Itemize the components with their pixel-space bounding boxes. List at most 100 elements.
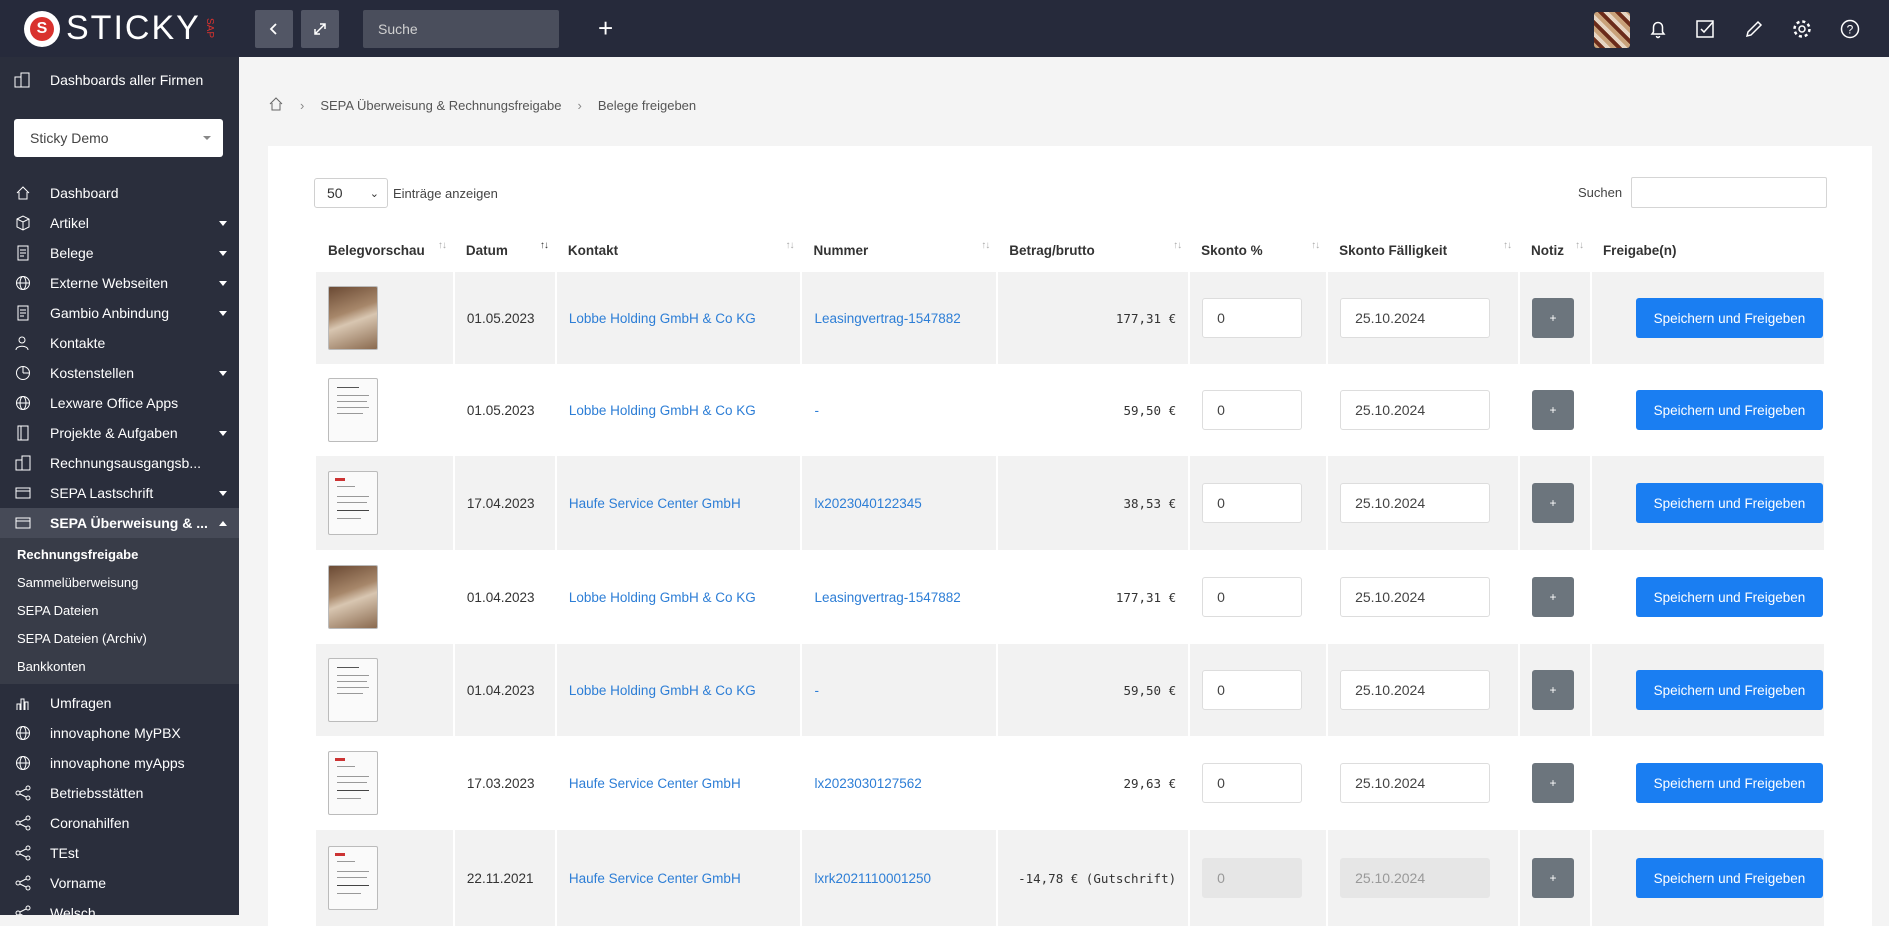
column-header-notiz[interactable]: Notiz ↑↓ — [1530, 240, 1584, 258]
contact-link[interactable]: Lobbe Holding GmbH & Co KG — [568, 682, 756, 698]
skonto-input[interactable]: 0 — [1202, 390, 1303, 430]
page-length-select[interactable]: 50 ⌄ — [314, 178, 388, 208]
add-note-button[interactable]: + — [1531, 763, 1574, 803]
receipt-thumbnail[interactable] — [328, 846, 378, 910]
column-header-datum[interactable]: Datum ↑↓ — [465, 240, 549, 258]
help-button[interactable]: ? — [1833, 12, 1867, 46]
sidebar-item-betriebsstaetten[interactable]: Betriebsstätten — [0, 778, 239, 808]
skonto-input[interactable]: 0 — [1202, 298, 1303, 338]
receipt-thumbnail[interactable] — [328, 378, 378, 442]
column-header-skonto[interactable]: Skonto % ↑↓ — [1201, 240, 1320, 258]
sidebar-subitem-sepa-dateien[interactable]: SEPA Dateien — [17, 602, 99, 618]
number-link[interactable]: lx2023040122345 — [814, 495, 922, 511]
sidebar-subitem-rechnungsfreigabe[interactable]: Rechnungsfreigabe — [17, 546, 139, 562]
avatar[interactable] — [1594, 12, 1630, 48]
contact-link[interactable]: Lobbe Holding GmbH & Co KG — [568, 589, 756, 605]
expand-button[interactable] — [301, 10, 339, 48]
sidebar-subitem-sepa-dateien-archiv[interactable]: SEPA Dateien (Archiv) — [17, 630, 147, 646]
sidebar-item-test[interactable]: TEst — [0, 838, 239, 868]
sidebar-item-artikel[interactable]: Artikel — [0, 208, 239, 238]
contact-link[interactable]: Lobbe Holding GmbH & Co KG — [568, 402, 756, 418]
dashboards-all-companies-link[interactable]: Dashboards aller Firmen — [0, 57, 239, 102]
save-and-approve-button[interactable]: Speichern und Freigeben — [1635, 763, 1823, 803]
column-header-skonto-faelligkeit[interactable]: Skonto Fälligkeit ↑↓ — [1339, 240, 1512, 258]
column-header-nummer[interactable]: Nummer ↑↓ — [813, 240, 990, 258]
add-note-button[interactable]: + — [1531, 670, 1574, 710]
add-note-button[interactable]: + — [1531, 390, 1574, 430]
home-icon[interactable] — [268, 96, 284, 115]
sidebar-item-kostenstellen[interactable]: Kostenstellen — [0, 358, 239, 388]
skonto-input[interactable]: 0 — [1202, 763, 1303, 803]
sidebar-item-kontakte[interactable]: Kontakte — [0, 328, 239, 358]
skonto-due-date-input[interactable]: 25.10.2024 — [1340, 763, 1491, 803]
receipt-thumbnail[interactable] — [328, 751, 378, 815]
sidebar-item-mypbx[interactable]: innovaphone MyPBX — [0, 718, 239, 748]
approval-cell: Speichern und Freigeben — [1590, 550, 1827, 644]
sidebar-item-dashboard[interactable]: Dashboard — [0, 178, 239, 208]
sidebar-item-projekte[interactable]: Projekte & Aufgaben — [0, 418, 239, 448]
skonto-due-date-input[interactable]: 25.10.2024 — [1340, 390, 1491, 430]
skonto-input[interactable]: 0 — [1202, 483, 1303, 523]
sidebar-item-gambio[interactable]: Gambio Anbindung — [0, 298, 239, 328]
number-link[interactable]: lx2023030127562 — [814, 775, 922, 791]
receipt-thumbnail[interactable] — [328, 565, 378, 629]
number-link[interactable]: - — [814, 682, 819, 698]
contact-link[interactable]: Haufe Service Center GmbH — [568, 775, 741, 791]
save-and-approve-button[interactable]: Speichern und Freigeben — [1635, 298, 1823, 338]
table-search-input[interactable] — [1631, 177, 1827, 208]
breadcrumb-item[interactable]: SEPA Überweisung & Rechnungsfreigabe — [320, 98, 562, 113]
skonto-due-date-input[interactable]: 25.10.2024 — [1340, 577, 1491, 617]
sidebar-item-rechnungsausgangsbuch[interactable]: Rechnungsausgangsb... — [0, 448, 239, 478]
save-and-approve-button[interactable]: Speichern und Freigeben — [1635, 577, 1823, 617]
add-note-button[interactable]: + — [1531, 483, 1574, 523]
edit-button[interactable] — [1737, 12, 1771, 46]
due-date-cell: 25.10.2024 — [1327, 364, 1520, 456]
tasks-button[interactable] — [1688, 12, 1722, 46]
skonto-due-date-input[interactable]: 25.10.2024 — [1340, 483, 1491, 523]
skonto-due-date-input[interactable]: 25.10.2024 — [1340, 298, 1491, 338]
sidebar-item-vorname[interactable]: Vorname — [0, 868, 239, 898]
receipt-thumbnail[interactable] — [328, 286, 378, 350]
sidebar-item-umfragen[interactable]: Umfragen — [0, 688, 239, 718]
table-row: 01.04.2023 Lobbe Holding GmbH & Co KG - 59,… — [316, 644, 1827, 736]
contact-link[interactable]: Haufe Service Center GmbH — [568, 495, 741, 511]
add-button[interactable]: + — [598, 14, 613, 42]
sidebar-item-externe-webseiten[interactable]: Externe Webseiten — [0, 268, 239, 298]
skonto-due-date-input[interactable]: 25.10.2024 — [1340, 670, 1491, 710]
number-link[interactable]: Leasingvertrag-1547882 — [814, 310, 961, 326]
sidebar-item-sepa-lastschrift[interactable]: SEPA Lastschrift — [0, 478, 239, 508]
save-and-approve-button[interactable]: Speichern und Freigeben — [1635, 858, 1823, 898]
number-link[interactable]: - — [814, 402, 819, 418]
sidebar-subitem-bankkonten[interactable]: Bankkonten — [17, 658, 86, 674]
save-and-approve-button[interactable]: Speichern und Freigeben — [1635, 483, 1823, 523]
add-note-button[interactable]: + — [1531, 298, 1574, 338]
skonto-input[interactable]: 0 — [1202, 577, 1303, 617]
global-search-input[interactable] — [363, 10, 559, 48]
number-link[interactable]: lxrk2021110001250 — [814, 870, 932, 886]
skonto-input[interactable]: 0 — [1202, 670, 1303, 710]
logo[interactable]: S STICKY SAP — [0, 0, 239, 57]
save-and-approve-button[interactable]: Speichern und Freigeben — [1635, 670, 1823, 710]
save-and-approve-button[interactable]: Speichern und Freigeben — [1635, 390, 1823, 430]
back-button[interactable] — [255, 10, 293, 48]
notifications-button[interactable] — [1641, 12, 1675, 46]
sidebar-item-sepa-ueberweisung[interactable]: SEPA Überweisung & ... — [0, 508, 239, 538]
receipt-thumbnail[interactable] — [328, 471, 378, 535]
settings-button[interactable] — [1785, 12, 1819, 46]
company-select[interactable]: Sticky Demo — [14, 119, 223, 157]
sidebar-item-welsch[interactable]: Welsch — [0, 898, 239, 915]
sidebar-subitem-sammelueberweisung[interactable]: Sammelüberweisung — [17, 574, 139, 590]
column-header-belegvorschau[interactable]: Belegvorschau ↑↓ — [328, 240, 447, 258]
add-note-button[interactable]: + — [1531, 577, 1574, 617]
number-link[interactable]: Leasingvertrag-1547882 — [814, 589, 961, 605]
contact-link[interactable]: Lobbe Holding GmbH & Co KG — [568, 310, 756, 326]
sidebar-item-coronahilfen[interactable]: Coronahilfen — [0, 808, 239, 838]
sidebar-item-lexware[interactable]: Lexware Office Apps — [0, 388, 239, 418]
receipt-thumbnail[interactable] — [328, 658, 378, 722]
add-note-button[interactable]: + — [1531, 858, 1574, 898]
sidebar-item-myapps[interactable]: innovaphone myApps — [0, 748, 239, 778]
sidebar-item-belege[interactable]: Belege — [0, 238, 239, 268]
column-header-kontakt[interactable]: Kontakt ↑↓ — [567, 240, 795, 258]
column-header-betrag[interactable]: Betrag/brutto ↑↓ — [1009, 240, 1182, 258]
contact-link[interactable]: Haufe Service Center GmbH — [568, 870, 741, 886]
